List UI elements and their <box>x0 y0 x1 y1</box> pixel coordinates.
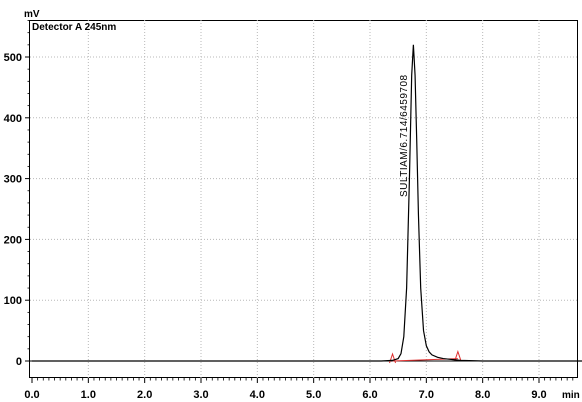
x-tick-label: 6.0 <box>362 389 377 401</box>
x-tick-label: 0.0 <box>24 389 39 401</box>
peak-label: SULTIAM/6.714/6459708 <box>399 74 410 197</box>
y-tick-label: 0 <box>16 356 22 368</box>
y-unit-label: mV <box>24 9 40 20</box>
plot-frame <box>29 20 578 378</box>
y-tick-label: 100 <box>4 295 22 307</box>
x-tick-label: 9.0 <box>531 389 546 401</box>
y-tick-label: 500 <box>4 52 22 64</box>
x-tick-label: 3.0 <box>193 389 208 401</box>
detector-label: Detector A 245nm <box>32 22 116 33</box>
chromatogram-signal <box>32 44 582 362</box>
x-tick-label: 4.0 <box>250 389 265 401</box>
baseline-marker <box>454 349 462 361</box>
x-tick-label: 8.0 <box>475 389 490 401</box>
x-tick-label: 2.0 <box>137 389 152 401</box>
x-tick-label: 1.0 <box>81 389 96 401</box>
baseline-marker <box>389 352 397 364</box>
y-tick-label: 300 <box>4 174 22 186</box>
x-tick-label: 5.0 <box>306 389 321 401</box>
y-tick-label: 200 <box>4 234 22 246</box>
y-axis-ticks: 0 100 200 300 400 500 <box>4 20 30 368</box>
grid-lines <box>30 20 578 378</box>
y-tick-label: 400 <box>4 113 22 125</box>
x-axis-ticks: 0.0 1.0 2.0 3.0 4.0 5.0 6.0 7.0 8.0 9.0 <box>24 378 574 401</box>
x-unit-label: min <box>562 390 580 401</box>
x-tick-label: 7.0 <box>419 389 434 401</box>
